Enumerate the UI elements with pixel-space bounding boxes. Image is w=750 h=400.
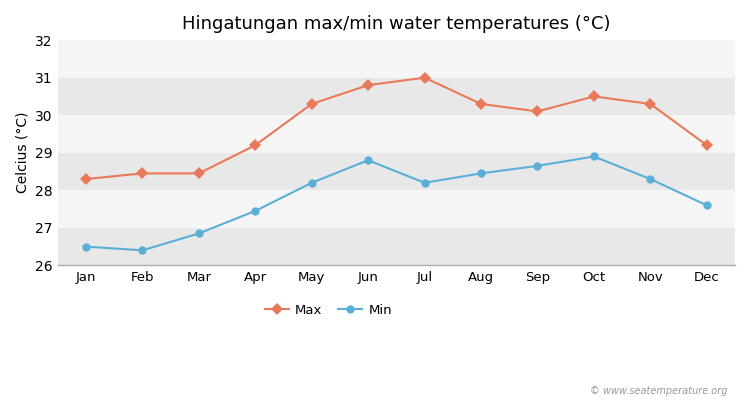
- Min: [476, 171, 485, 176]
- Bar: [58, 78, 735, 115]
- Max: [533, 109, 542, 114]
- Y-axis label: Celcius (°C): Celcius (°C): [15, 112, 29, 194]
- Legend: Max, Min: Max, Min: [260, 298, 398, 322]
- Max: [702, 143, 711, 148]
- Max: [420, 75, 429, 80]
- Min: [702, 203, 711, 208]
- Min: [194, 231, 203, 236]
- Max: [308, 102, 316, 106]
- Max: [138, 171, 147, 176]
- Bar: [58, 115, 735, 153]
- Min: [82, 244, 91, 249]
- Title: Hingatungan max/min water temperatures (°C): Hingatungan max/min water temperatures (…: [182, 15, 610, 33]
- Max: [194, 171, 203, 176]
- Line: Min: Min: [82, 152, 711, 254]
- Line: Max: Max: [82, 74, 711, 183]
- Max: [476, 102, 485, 106]
- Min: [646, 177, 655, 182]
- Bar: [58, 190, 735, 228]
- Min: [590, 154, 598, 159]
- Max: [251, 143, 260, 148]
- Min: [308, 180, 316, 185]
- Bar: [58, 153, 735, 190]
- Max: [364, 83, 373, 88]
- Min: [251, 208, 260, 213]
- Min: [420, 180, 429, 185]
- Text: © www.seatemperature.org: © www.seatemperature.org: [590, 386, 728, 396]
- Bar: [58, 228, 735, 265]
- Max: [82, 177, 91, 182]
- Max: [590, 94, 598, 99]
- Min: [364, 158, 373, 163]
- Min: [533, 164, 542, 168]
- Bar: [58, 40, 735, 78]
- Max: [646, 102, 655, 106]
- Min: [138, 248, 147, 253]
